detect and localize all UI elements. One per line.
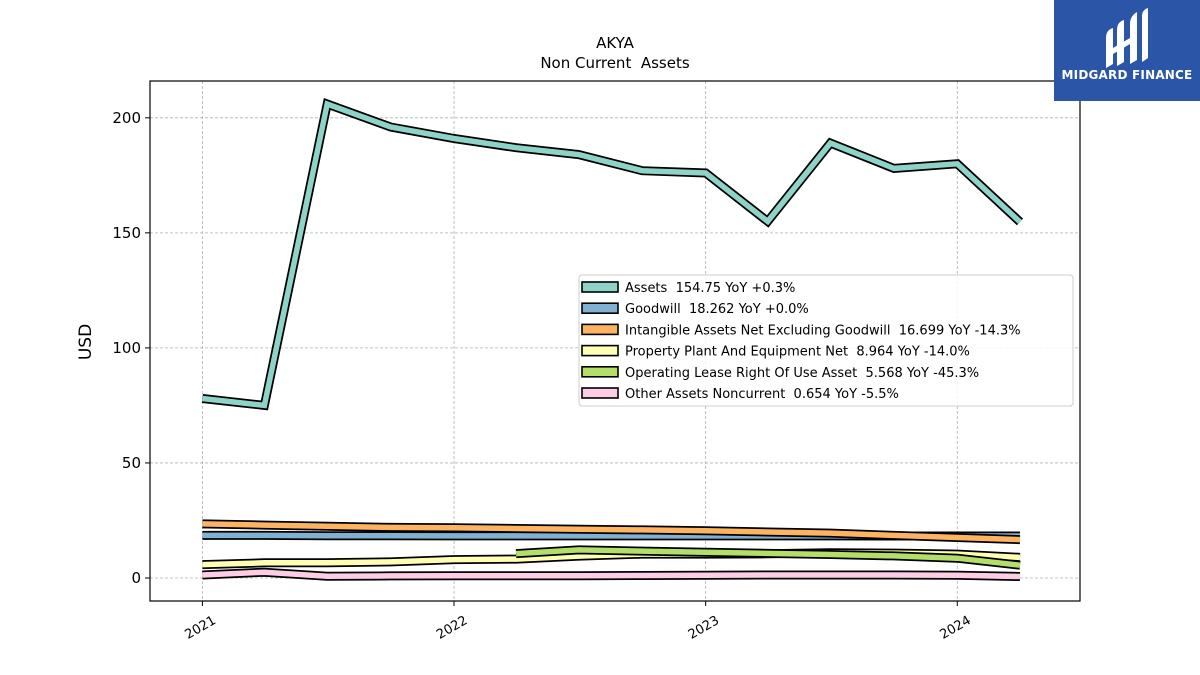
- legend-entry-label: Property Plant And Equipment Net 8.964 Y…: [625, 345, 970, 360]
- x-tick-label: 2021: [183, 613, 219, 643]
- legend-entry-label: Goodwill 18.262 YoY +0.0%: [625, 302, 809, 317]
- series-line: [202, 521, 1021, 543]
- y-tick-label: 200: [112, 109, 141, 127]
- plot-frame: [149, 80, 1081, 602]
- legend-swatch: [581, 323, 619, 336]
- x-tick-label: 2023: [686, 613, 722, 643]
- y-tick-label: 0: [131, 569, 141, 587]
- series-line: [202, 569, 1021, 580]
- legend-entry-label: Operating Lease Right Of Use Asset 5.568…: [625, 366, 979, 381]
- legend-swatch: [581, 387, 619, 399]
- legend-entry-label: Intangible Assets Net Excluding Goodwill…: [625, 323, 1021, 338]
- legend-box: [578, 274, 1074, 407]
- series-line: [515, 547, 1021, 568]
- legend-swatch: [581, 365, 619, 378]
- series-layer: [201, 97, 1024, 581]
- series-2: [202, 519, 1021, 545]
- chart-subtitle: Non Current Assets: [540, 54, 690, 72]
- legend-entry-label: Assets 154.75 YoY +0.3%: [625, 281, 795, 296]
- midgard-logo-icon: [1106, 8, 1148, 68]
- legend-swatch: [581, 281, 619, 293]
- chart-title: AKYA: [596, 34, 635, 52]
- series-5: [202, 567, 1021, 581]
- brand-logo: MIDGARD FINANCE: [1054, 0, 1200, 101]
- y-tick-label: 50: [122, 454, 141, 472]
- legend-entry-label: Other Assets Noncurrent 0.654 YoY -5.5%: [625, 387, 899, 402]
- series-0: [201, 97, 1024, 411]
- legend-swatch: [581, 302, 619, 315]
- x-tick-label: 2022: [434, 613, 470, 643]
- y-axis-label: USD: [76, 324, 96, 360]
- legend: Assets 154.75 YoY +0.3% Goodwill 18.262 Y…: [578, 274, 1074, 407]
- brand-name: MIDGARD FINANCE: [1061, 68, 1193, 82]
- series-4: [515, 545, 1021, 570]
- y-tick-label: 150: [112, 224, 141, 242]
- x-tick-label: 2024: [937, 613, 973, 643]
- y-tick-label: 100: [112, 339, 141, 357]
- legend-swatch: [581, 344, 619, 357]
- series-line: [202, 100, 1022, 409]
